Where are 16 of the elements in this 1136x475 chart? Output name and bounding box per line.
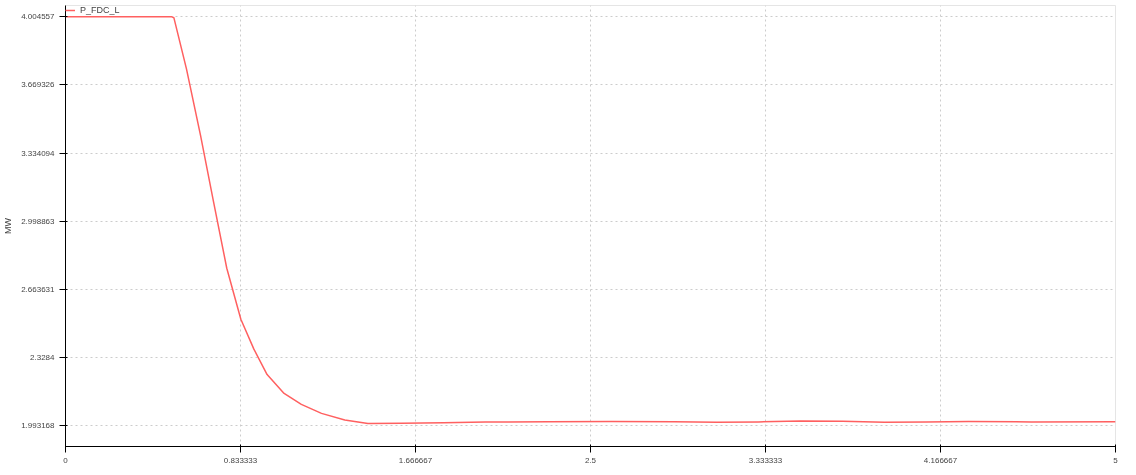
x-tick-label: 1.666667 bbox=[398, 455, 433, 465]
x-tick-label: 4.166667 bbox=[923, 455, 958, 465]
series-label: P_FDC_L bbox=[80, 5, 120, 15]
y-tick-label: 2.663631 bbox=[21, 284, 56, 294]
y-tick-label: 2.998863 bbox=[21, 216, 56, 226]
y-tick-label: 1.993168 bbox=[21, 421, 56, 431]
y-tick-label: 3.669326 bbox=[21, 80, 56, 90]
x-tick-label: 5 bbox=[1113, 455, 1119, 465]
x-tick-label: 3.333333 bbox=[748, 455, 783, 465]
x-tick-label: 2.5 bbox=[584, 455, 597, 465]
x-tick-label: 0 bbox=[63, 455, 69, 465]
y-axis-title: MW bbox=[3, 217, 14, 234]
y-tick-label: 3.334094 bbox=[21, 148, 56, 158]
x-tick-label: 0.833333 bbox=[223, 455, 258, 465]
y-tick-label: 4.004557 bbox=[21, 12, 56, 22]
y-tick-label: 2.3284 bbox=[30, 352, 56, 362]
